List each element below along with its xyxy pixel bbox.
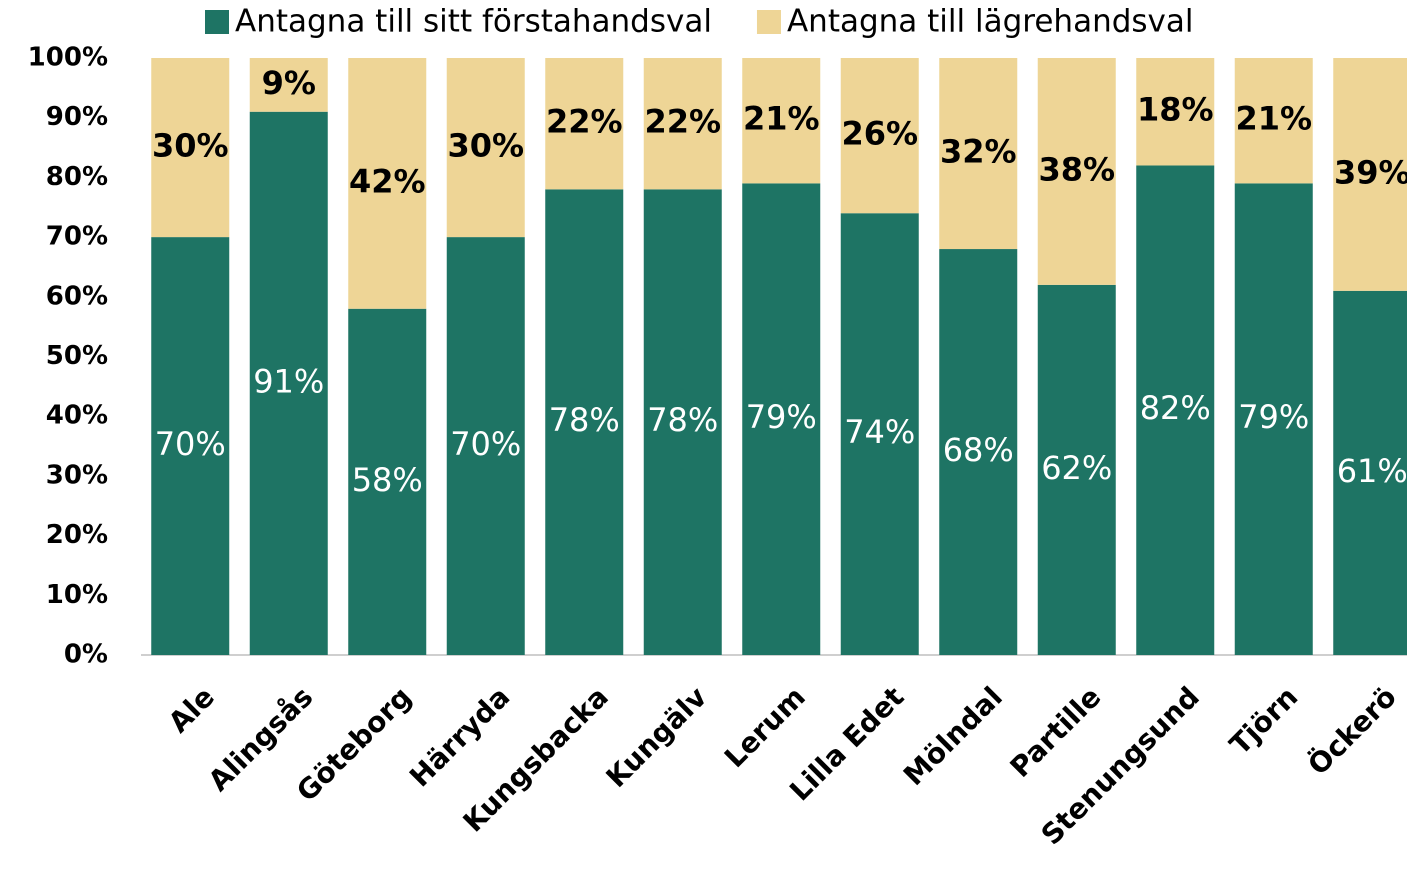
bar-segment xyxy=(939,249,1018,656)
data-label: 82% xyxy=(1140,389,1211,427)
data-label: 21% xyxy=(1235,100,1312,138)
data-label: 78% xyxy=(549,401,620,439)
x-tick: Öckerö xyxy=(1301,680,1403,782)
x-tick: Mölndal xyxy=(897,680,1009,792)
data-label: 62% xyxy=(1041,449,1112,487)
bar-segment xyxy=(939,58,1018,250)
data-label: 70% xyxy=(155,425,226,463)
data-label: 26% xyxy=(841,115,918,153)
y-tick-label: 70% xyxy=(46,222,108,252)
x-tick-label: Kungälv xyxy=(600,680,714,794)
bar-segment xyxy=(643,189,722,655)
legend-swatch xyxy=(756,10,781,34)
y-tick-label: 60% xyxy=(46,281,108,311)
legend-label: Antagna till sitt förstahandsval xyxy=(235,4,712,40)
x-tick: Ale xyxy=(162,680,221,739)
x-tick: Partille xyxy=(1004,680,1108,784)
data-label: 74% xyxy=(844,413,915,451)
data-label: 79% xyxy=(1238,398,1309,436)
bar-segment xyxy=(348,58,427,309)
data-label: 9% xyxy=(262,64,316,102)
data-label: 70% xyxy=(450,425,521,463)
bar-segment xyxy=(1234,183,1313,655)
data-label: 78% xyxy=(647,401,718,439)
bar-segment xyxy=(151,58,230,238)
bar-segment xyxy=(249,111,328,656)
bar-segment xyxy=(1234,58,1313,184)
bar-segment xyxy=(545,58,624,190)
x-tick-label: Ale xyxy=(162,680,221,739)
data-label: 38% xyxy=(1038,150,1115,188)
x-tick-label: Tjörn xyxy=(1223,680,1304,761)
data-label: 39% xyxy=(1334,153,1407,191)
y-tick-label: 30% xyxy=(46,460,108,490)
bar-segment xyxy=(643,58,722,190)
x-tick-label: Öckerö xyxy=(1301,680,1403,782)
bar-segment xyxy=(742,58,821,184)
y-tick-label: 0% xyxy=(64,640,108,670)
y-tick-label: 80% xyxy=(46,162,108,192)
legend-label: Antagna till lägrehandsval xyxy=(787,4,1194,40)
bar-segment xyxy=(1333,290,1407,655)
bar-segment xyxy=(446,237,525,655)
x-tick-label: Mölndal xyxy=(897,680,1009,792)
data-label: 91% xyxy=(253,362,324,400)
y-tick-label: 100% xyxy=(28,43,108,73)
bar-segment xyxy=(545,189,624,655)
bar-segment xyxy=(1136,165,1215,655)
x-tick: Tjörn xyxy=(1223,680,1304,761)
data-label: 42% xyxy=(349,162,426,200)
bar-segment xyxy=(446,58,525,238)
data-label: 32% xyxy=(940,133,1017,171)
data-label: 61% xyxy=(1337,452,1407,490)
data-label: 22% xyxy=(546,103,623,141)
y-tick-label: 10% xyxy=(46,580,108,610)
data-label: 79% xyxy=(746,398,817,436)
data-label: 68% xyxy=(943,431,1014,469)
x-tick-label: Partille xyxy=(1004,680,1108,784)
x-tick-label: Lerum xyxy=(718,680,812,774)
data-label: 18% xyxy=(1137,91,1214,129)
y-tick-label: 20% xyxy=(46,520,108,550)
bar-segment xyxy=(151,237,230,655)
bar-segment xyxy=(348,308,427,655)
data-label: 30% xyxy=(447,127,524,165)
data-label: 58% xyxy=(352,461,423,499)
data-label: 30% xyxy=(152,127,229,165)
bar-segment xyxy=(1333,58,1407,291)
bar-segment xyxy=(1037,58,1116,285)
legend-swatch xyxy=(205,10,229,34)
data-label: 22% xyxy=(644,103,721,141)
y-tick-label: 40% xyxy=(46,401,108,431)
data-label: 21% xyxy=(743,100,820,138)
x-tick: Lerum xyxy=(718,680,812,774)
bar-segment xyxy=(1136,58,1215,166)
bar-segment xyxy=(840,213,919,655)
bar-segment xyxy=(840,58,919,214)
bar-segment xyxy=(1037,284,1116,655)
y-tick-label: 90% xyxy=(46,102,108,132)
bar-segment xyxy=(742,183,821,655)
bar-segment xyxy=(249,58,328,112)
x-tick: Kungälv xyxy=(600,680,714,794)
y-tick-label: 50% xyxy=(46,341,108,371)
